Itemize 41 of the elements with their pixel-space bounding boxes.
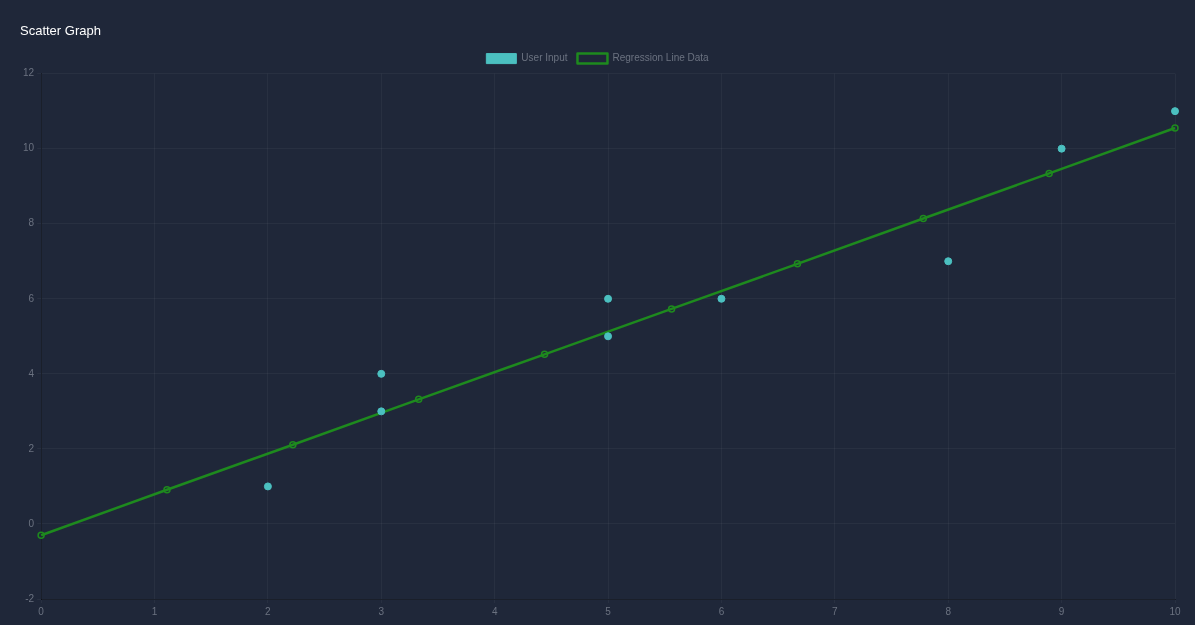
legend-label: Regression Line Data bbox=[612, 52, 710, 64]
y-tick-label: 10 bbox=[23, 142, 35, 154]
point bbox=[263, 482, 272, 491]
point bbox=[604, 332, 613, 341]
point bbox=[1057, 144, 1066, 153]
x-tick-label: 1 bbox=[151, 605, 158, 617]
y-tick-label: 6 bbox=[28, 292, 35, 304]
legend-label: User Input bbox=[521, 52, 568, 64]
point bbox=[377, 369, 386, 378]
point bbox=[37, 531, 45, 539]
point bbox=[377, 407, 386, 416]
x-tick-label: 10 bbox=[1169, 605, 1181, 617]
point bbox=[163, 486, 171, 494]
x-tick-label: 0 bbox=[38, 605, 45, 617]
x-tick-label: 2 bbox=[265, 605, 272, 617]
point bbox=[944, 257, 953, 266]
point bbox=[919, 214, 928, 223]
point bbox=[717, 294, 726, 303]
y-tick-label: 0 bbox=[28, 517, 35, 529]
x-tick-label: 7 bbox=[832, 605, 839, 617]
point bbox=[667, 305, 676, 313]
point bbox=[793, 260, 802, 268]
x-tick-label: 4 bbox=[491, 605, 498, 617]
y-tick-label: 8 bbox=[28, 217, 35, 229]
y-tick-label: -2 bbox=[25, 592, 35, 604]
y-tick-label: 2 bbox=[28, 442, 35, 454]
x-tick-label: 9 bbox=[1058, 605, 1065, 617]
x-tick-label: 3 bbox=[378, 605, 385, 617]
x-tick-label: 6 bbox=[718, 605, 725, 617]
point bbox=[1045, 169, 1053, 178]
x-tick-label: 5 bbox=[605, 605, 612, 617]
point bbox=[414, 395, 423, 404]
point bbox=[604, 294, 613, 303]
point bbox=[1171, 124, 1179, 132]
point bbox=[1171, 107, 1179, 116]
x-tick-label: 8 bbox=[945, 605, 952, 617]
point bbox=[540, 350, 549, 359]
chart-title: Scatter Graph bbox=[20, 23, 101, 39]
y-tick-label: 4 bbox=[28, 367, 35, 379]
point bbox=[289, 441, 297, 449]
y-tick-label: 12 bbox=[23, 67, 35, 79]
